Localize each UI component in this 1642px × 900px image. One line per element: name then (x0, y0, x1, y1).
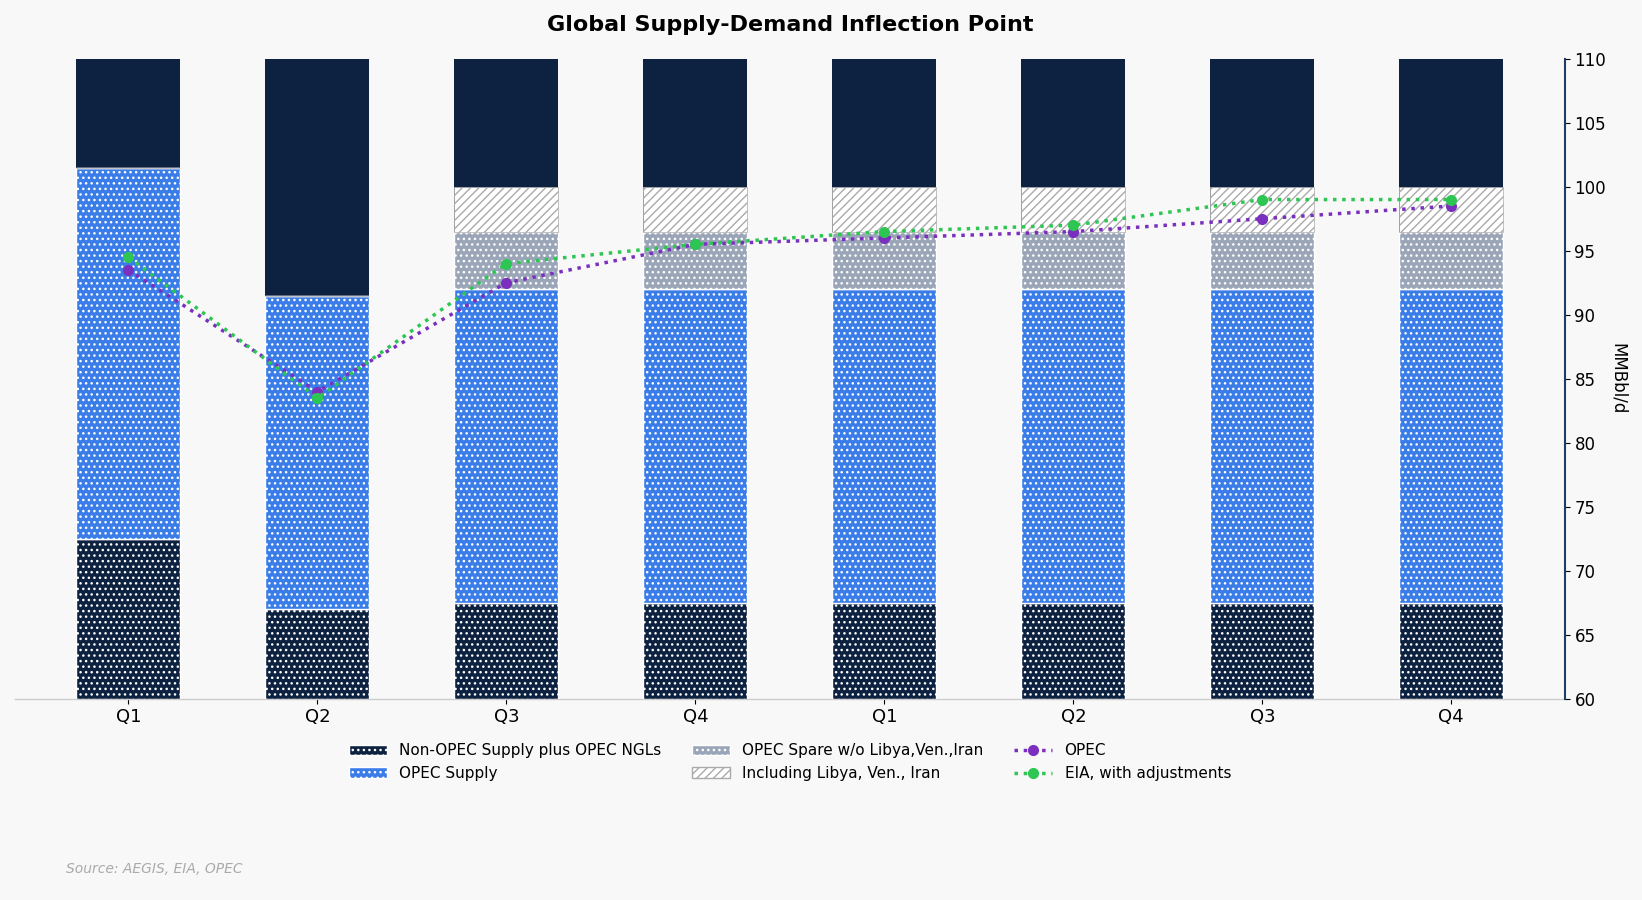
Bar (1210, 603, 1314, 698)
Bar (644, 0, 747, 698)
Text: Source: AEGIS, EIA, OPEC: Source: AEGIS, EIA, OPEC (66, 862, 243, 876)
Bar (1021, 289, 1125, 603)
OPEC (1064, 226, 1084, 237)
OPEC (307, 386, 327, 397)
Bar (1210, 187, 1314, 231)
Bar (644, 187, 747, 231)
Bar (455, 0, 558, 698)
Bar (1399, 603, 1504, 698)
Bar (644, 603, 747, 698)
Bar (832, 603, 936, 698)
Bar (1021, 603, 1125, 698)
OPEC (496, 277, 516, 288)
OPEC (875, 232, 895, 243)
Bar (1210, 231, 1314, 289)
Title: Global Supply-Demand Inflection Point: Global Supply-Demand Inflection Point (547, 15, 1033, 35)
EIA, with adjustments (685, 239, 704, 250)
Bar (77, 167, 181, 539)
Bar (832, 289, 936, 603)
Line: OPEC: OPEC (123, 201, 1456, 396)
Bar (266, 609, 369, 698)
Bar (455, 231, 558, 289)
Bar (832, 231, 936, 289)
Bar (77, 0, 181, 698)
Bar (1021, 187, 1125, 231)
Bar (455, 187, 558, 231)
Bar (1399, 187, 1504, 231)
Bar (1399, 231, 1504, 289)
Bar (1399, 289, 1504, 603)
EIA, with adjustments (307, 392, 327, 403)
Bar (266, 0, 369, 698)
Bar (1399, 0, 1504, 698)
Bar (1021, 0, 1125, 698)
Bar (455, 603, 558, 698)
OPEC (118, 265, 138, 275)
EIA, with adjustments (1064, 220, 1084, 230)
Bar (77, 539, 181, 698)
EIA, with adjustments (118, 252, 138, 263)
Line: EIA, with adjustments: EIA, with adjustments (123, 194, 1456, 403)
Y-axis label: MMBbl/d: MMBbl/d (1609, 343, 1627, 414)
Bar (1210, 289, 1314, 603)
EIA, with adjustments (1442, 194, 1461, 205)
OPEC (1253, 213, 1273, 224)
Legend: Non-OPEC Supply plus OPEC NGLs, OPEC Supply, OPEC Spare w/o Libya,Ven.,Iran, Inc: Non-OPEC Supply plus OPEC NGLs, OPEC Sup… (343, 737, 1236, 787)
EIA, with adjustments (496, 258, 516, 269)
Bar (1210, 0, 1314, 698)
Bar (644, 289, 747, 603)
Bar (832, 0, 936, 698)
Bar (644, 231, 747, 289)
EIA, with adjustments (875, 226, 895, 237)
Bar (1021, 231, 1125, 289)
OPEC (685, 239, 704, 250)
Bar (266, 295, 369, 609)
EIA, with adjustments (1253, 194, 1273, 205)
Bar (455, 289, 558, 603)
Bar (832, 187, 936, 231)
OPEC (1442, 201, 1461, 212)
